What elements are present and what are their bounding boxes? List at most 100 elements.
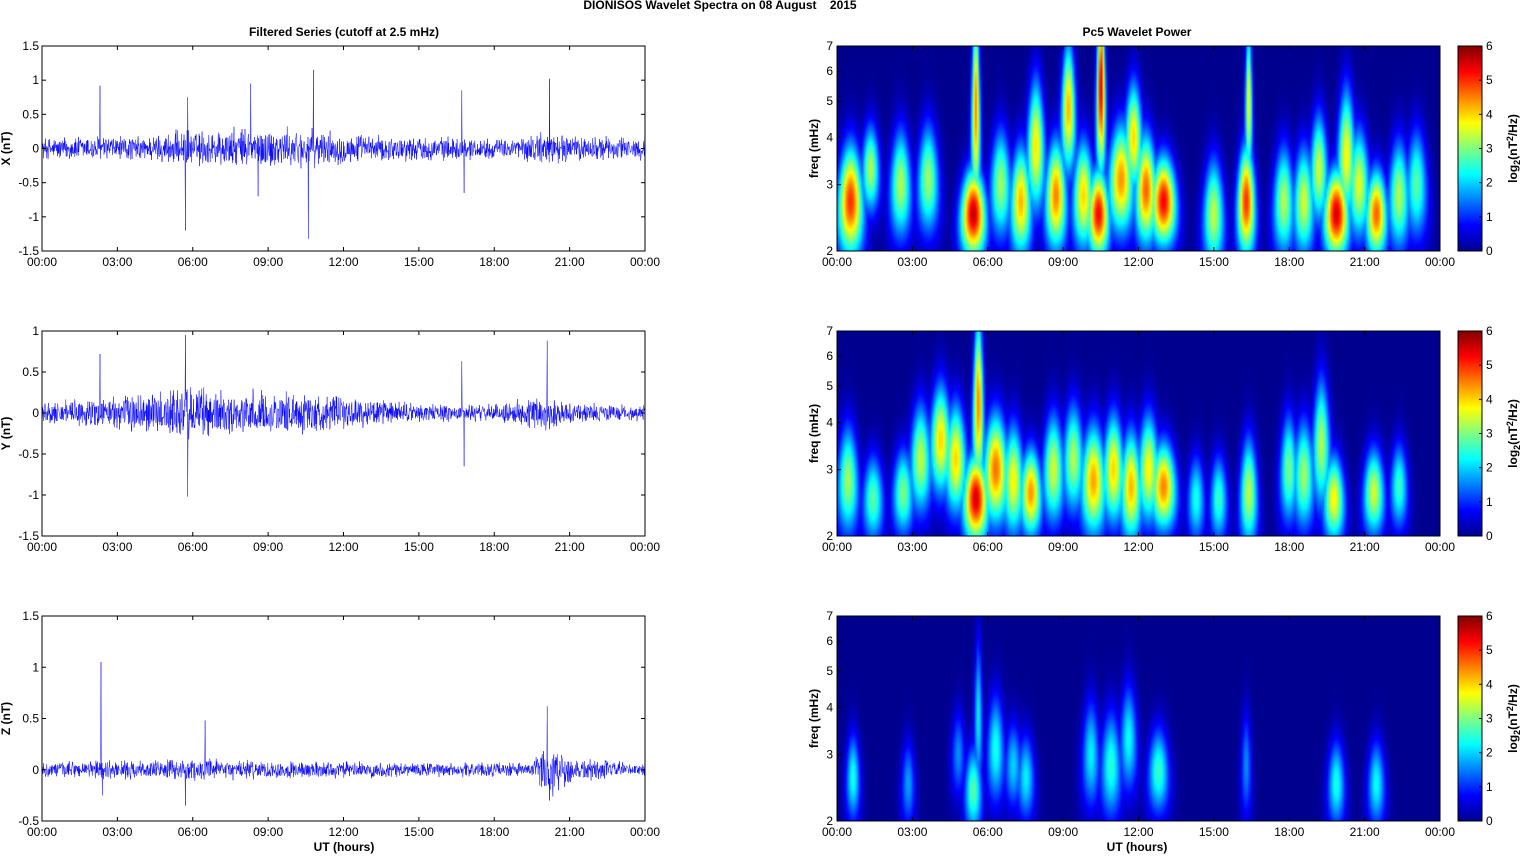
freq-tick-label: 5 [826,94,833,108]
colorbar-tick-label: 1 [1486,210,1493,224]
freq-tick-label: 6 [826,349,833,363]
heatmap-xtick-label: 18:00 [1274,540,1304,554]
heatmap-xtick-label: 00:00 [822,255,852,269]
colorbar-tick-label: 2 [1486,461,1493,475]
ytick-label: 0 [32,406,39,420]
wavelet-power-heatmap [837,616,1440,821]
freq-tick-label: 5 [826,379,833,393]
line-panel-y: -1.5 -1 -0.5 0 0.5 1 00:00 03:00 06:00 09:00 12:00… [0,324,660,554]
line-xtick-label: 18:00 [479,540,509,554]
plot-frame [41,615,646,822]
heatmap-xtick-label: 00:00 [822,825,852,839]
ytick-label: 0 [32,142,39,156]
freq-tick-label: 2 [826,814,833,828]
wavelet-power-heatmap [837,331,1440,536]
ytick-label: 1 [32,324,39,338]
colorbar-tick-label: 6 [1486,609,1493,623]
heatmap-xtick-label: 18:00 [1274,825,1304,839]
heatmap-xtick-label: 09:00 [1048,540,1078,554]
freq-tick-label: 7 [826,609,833,623]
colorbar-tick-label: 4 [1486,107,1493,121]
y-axis-label: Z (nT) [0,702,13,735]
heatmap-xtick-label: 09:00 [1048,825,1078,839]
colorbar-tick-label: 2 [1486,746,1493,760]
line-xtick-label: 06:00 [178,825,208,839]
wavelet-power-heatmap [837,46,1440,251]
colorbar-tick-label: 4 [1486,677,1493,691]
line-xtick-label: 09:00 [253,825,283,839]
freq-tick-label: 2 [826,244,833,258]
right-column-title: Pc5 Wavelet Power [1083,25,1192,39]
line-xtick-label: 00:00 [27,825,57,839]
heatmap-xtick-label: 21:00 [1350,825,1380,839]
heatmap-xtick-label: 03:00 [897,255,927,269]
heatmap-xtick-label: 21:00 [1350,540,1380,554]
heatmap-xtick-label: 15:00 [1199,255,1229,269]
ytick-label: 1 [32,660,39,674]
heatmap-xtick-label: 21:00 [1350,255,1380,269]
colorbar-tick-label: 3 [1486,142,1493,156]
line-xtick-label: 18:00 [479,825,509,839]
heatmap-xtick-label: 00:00 [822,540,852,554]
ytick-label: -0.5 [18,814,39,828]
colorbar-tick-label: 3 [1486,427,1493,441]
x-axis-label-left: UT (hours) [314,840,375,854]
ytick-label: 0.5 [22,365,39,379]
heatmap-xtick-label: 06:00 [973,255,1003,269]
colorbar [1457,330,1483,537]
freq-tick-label: 3 [826,178,833,192]
colorbar-label: log2(nT2/Hz) [1505,114,1521,183]
line-xtick-label: 12:00 [328,825,358,839]
colorbar-tick-label: 5 [1486,73,1493,87]
line-xtick-label: 15:00 [404,255,434,269]
line-xtick-label: 15:00 [404,825,434,839]
ytick-label: 0.5 [22,712,39,726]
line-xtick-label: 03:00 [102,540,132,554]
line-xtick-label: 00:00 [630,540,660,554]
colorbar-tick-label: 1 [1486,495,1493,509]
y-axis-label: Y (nT) [0,417,13,451]
freq-tick-label: 2 [826,529,833,543]
ytick-label: 1.5 [22,39,39,53]
heatmap-xtick-label: 03:00 [897,540,927,554]
colorbar-tick-label: 6 [1486,324,1493,338]
colorbar-tick-label: 4 [1486,392,1493,406]
freq-tick-label: 6 [826,634,833,648]
ytick-label: 0.5 [22,107,39,121]
series-line-x [41,69,646,239]
colorbar [1457,615,1483,822]
line-xtick-label: 15:00 [404,540,434,554]
y-axis-label: X (nT) [0,132,13,166]
heatmap-panel-y: 2 3 4 5 6 7 00:00 03:00 06:00 09:00 12:00 15:00 18:0… [807,324,1521,554]
colorbar-tick-label: 0 [1486,529,1493,543]
line-xtick-label: 00:00 [630,825,660,839]
colorbar-tick-label: 0 [1486,244,1493,258]
heatmap-panel-x: 2 3 4 5 6 7 00:00 03:00 06:00 09:00 12:00 15:00 18:0… [807,39,1521,269]
freq-tick-label: 4 [826,131,833,145]
colorbar [1457,45,1483,252]
ytick-label: -0.5 [18,176,39,190]
heatmap-xtick-label: 00:00 [1425,255,1455,269]
colorbar-tick-label: 1 [1486,780,1493,794]
figure-title: DIONISOS Wavelet Spectra on 08 August 20… [583,0,857,12]
colorbar-tick-label: 5 [1486,358,1493,372]
freq-axis-label: freq (mHz) [807,689,821,748]
line-xtick-label: 00:00 [630,255,660,269]
line-xtick-label: 21:00 [555,255,585,269]
left-column-title: Filtered Series (cutoff at 2.5 mHz) [249,25,439,39]
line-xtick-label: 06:00 [178,540,208,554]
freq-tick-label: 4 [826,701,833,715]
ytick-label: 0 [32,763,39,777]
freq-tick-label: 7 [826,324,833,338]
line-xtick-label: 18:00 [479,255,509,269]
freq-tick-label: 3 [826,748,833,762]
heatmap-xtick-label: 15:00 [1199,540,1229,554]
line-xtick-label: 00:00 [27,255,57,269]
freq-axis-label: freq (mHz) [807,404,821,463]
line-panel-x: -1.5 -1 -0.5 0 0.5 1 1.5 00:00 03:00 06:00 09:00 12… [0,39,660,269]
colorbar-tick-label: 0 [1486,814,1493,828]
line-xtick-label: 00:00 [27,540,57,554]
colorbar-tick-label: 3 [1486,712,1493,726]
freq-tick-label: 4 [826,416,833,430]
